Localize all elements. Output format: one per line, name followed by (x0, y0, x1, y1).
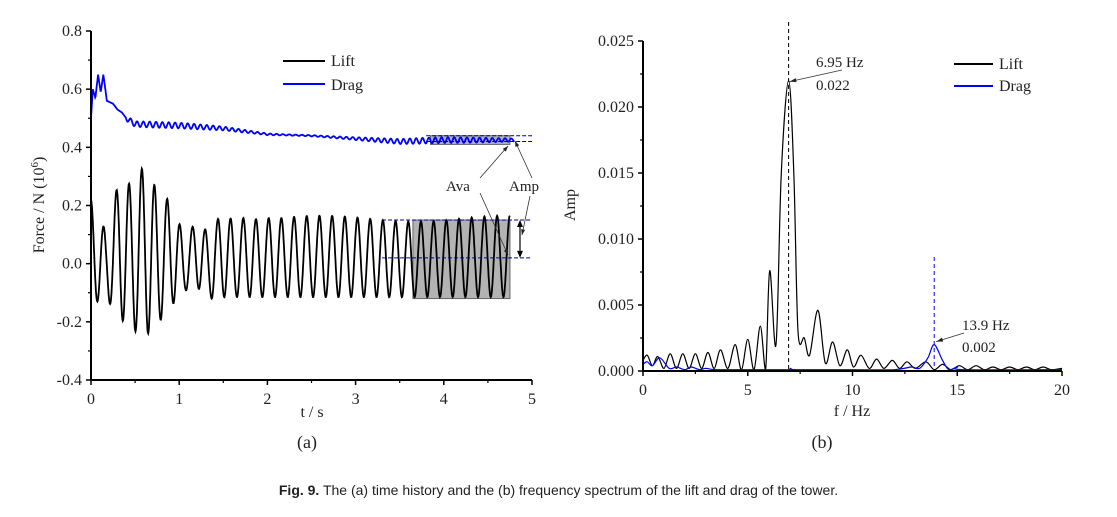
annotation-lift-freq: 6.95 Hz (816, 55, 864, 71)
caption-prefix: Fig. 9. (278, 482, 320, 498)
figure-caption: Fig. 9. The (a) time history and the (b)… (0, 482, 1117, 498)
y-tick-label: 0.010 (598, 231, 634, 248)
x-axis-title: t / s (300, 404, 323, 421)
legend-label-drag: Drag (999, 78, 1031, 95)
y-axis-title-main: Force / N (10 (31, 168, 48, 254)
arrowhead (502, 146, 508, 152)
x-tick-label: 10 (845, 382, 861, 399)
x-tick-label: 0 (639, 382, 647, 399)
leader-ava-lift (479, 192, 509, 256)
y-tick-label: 0.6 (62, 81, 82, 98)
legend: Lift Drag (954, 56, 1031, 95)
reference-lines (788, 22, 935, 371)
series-line-drag (90, 74, 515, 145)
annotation-layer: 6.95 Hz 0.022 13.9 Hz 0.002 (789, 55, 1010, 356)
x-axis-title: f / Hz (834, 403, 870, 420)
leader-amp-drag (514, 140, 533, 179)
y-axis-title: Amp (562, 189, 579, 221)
panel-label-a: (a) (297, 432, 317, 453)
y-tick-label: -0.2 (57, 314, 82, 331)
arrowhead (517, 220, 523, 228)
panel-a-time-history: 0 1 2 3 4 5 -0.4 -0.2 0.0 0.2 0.4 0.6 0.8 Ava Amp t /… (29, 23, 539, 453)
caption-text: The (a) time history and the (b) frequen… (319, 482, 839, 498)
y-tick-label: 0.8 (62, 23, 82, 40)
y-tick-label: 0.020 (598, 99, 634, 116)
y-tick-label: 0.000 (598, 363, 634, 380)
series-layer (642, 79, 1063, 371)
legend-label-drag: Drag (331, 77, 363, 94)
y-tick-label: 0.2 (62, 198, 82, 215)
annotation-drag-freq: 13.9 Hz (962, 318, 1010, 334)
annotation-drag-amp: 0.002 (962, 340, 996, 356)
arrowhead (789, 78, 797, 83)
x-tick-label: 5 (744, 382, 752, 399)
legend-label-lift: Lift (331, 53, 356, 70)
leader-lift-peak (789, 69, 843, 82)
x-tick-label: 3 (352, 391, 360, 408)
annotation-amp: Amp (509, 179, 539, 195)
axes: 0 1 2 3 4 5 -0.4 -0.2 0.0 0.2 0.4 0.6 0.8 (57, 23, 536, 408)
x-tick-label: 1 (175, 391, 183, 408)
y-tick-label: 0.4 (62, 139, 82, 156)
x-tick-label: 4 (440, 391, 448, 408)
figure: 0 1 2 3 4 5 -0.4 -0.2 0.0 0.2 0.4 0.6 0.8 Ava Amp t /… (29, 22, 1070, 453)
annotation-lift-amp: 0.022 (816, 78, 850, 94)
y-axis-title-end: ) (31, 157, 48, 162)
legend: Lift Drag (283, 53, 363, 94)
y-tick-label: 0.025 (598, 33, 634, 50)
axes: 0 5 10 15 20 0.000 0.005 0.010 0.015 0.020 0.025 (598, 33, 1070, 399)
x-tick-label: 2 (263, 391, 271, 408)
y-axis-title: Force / N (106) (29, 157, 48, 254)
y-tick-label: 0.005 (598, 297, 634, 314)
panel-label-b: (b) (812, 432, 833, 453)
annotation-ava: Ava (446, 179, 470, 195)
arrowhead (936, 337, 944, 342)
x-tick-label: 15 (949, 382, 965, 399)
y-tick-label: -0.4 (57, 372, 82, 389)
arrowhead (503, 249, 508, 255)
arrowhead (521, 229, 526, 235)
leader-amp-lift (521, 195, 531, 236)
annotation-layer: Ava Amp (382, 135, 539, 259)
y-axis-title-sup: 6 (29, 162, 41, 168)
series-layer (90, 74, 515, 337)
arrowhead (517, 250, 523, 258)
leader-ava-drag (479, 145, 509, 179)
series-line-lift (642, 79, 1063, 371)
x-tick-label: 5 (528, 391, 536, 408)
x-tick-label: 0 (87, 391, 95, 408)
legend-label-lift: Lift (999, 56, 1024, 73)
series-line-lift (90, 165, 511, 337)
arrowhead (515, 141, 520, 147)
panel-b-frequency-spectrum: 0 5 10 15 20 0.000 0.005 0.010 0.015 0.020 0.025 6… (562, 22, 1070, 453)
y-tick-label: 0.015 (598, 165, 634, 182)
y-tick-label: 0.0 (62, 256, 82, 273)
series-line-drag (642, 344, 1063, 371)
x-tick-label: 20 (1054, 382, 1070, 399)
